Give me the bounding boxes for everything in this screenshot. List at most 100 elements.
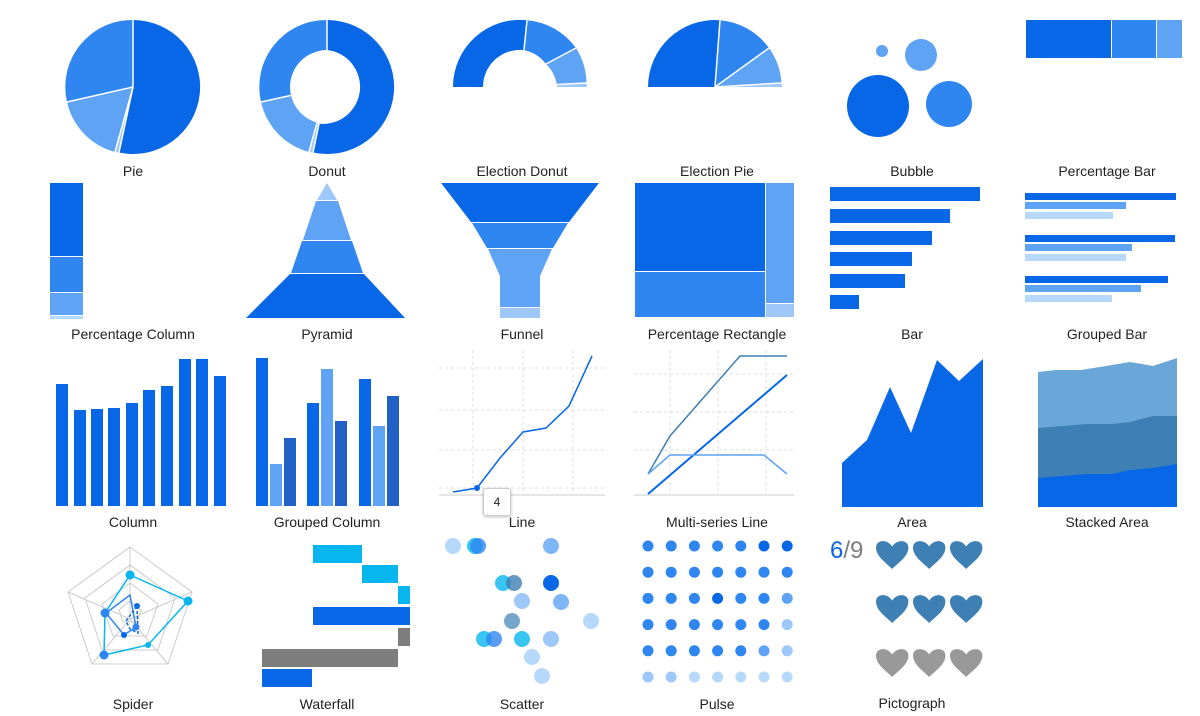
pulse-dot xyxy=(712,540,724,552)
spider-chart-icon xyxy=(67,546,193,665)
tile-label: Pulse xyxy=(699,696,735,712)
pulse-dot xyxy=(735,566,747,578)
tile-line[interactable]: 4 Line xyxy=(427,350,617,533)
heart-icon xyxy=(876,595,909,623)
grouped-column-chart-icon xyxy=(256,358,399,506)
pulse-dot xyxy=(665,540,677,552)
pulse-dot xyxy=(642,619,654,631)
bubble-chart-icon xyxy=(847,39,972,137)
tile-label: Spider xyxy=(112,696,154,712)
tile-percentage-column[interactable]: Percentage Column xyxy=(38,182,228,347)
tile-label: Multi-series Line xyxy=(666,514,768,530)
heart-icon xyxy=(913,541,946,569)
tile-pie[interactable]: Pie xyxy=(38,12,228,182)
heart-icon xyxy=(913,649,946,677)
pulse-dot xyxy=(781,566,793,578)
pulse-dot xyxy=(688,645,700,657)
tile-label: Waterfall xyxy=(299,696,355,712)
tile-multi-series-line[interactable]: Multi-series Line xyxy=(622,350,812,533)
tile-election-pie[interactable]: Election Pie xyxy=(622,12,812,182)
tile-pulse[interactable]: Pulse xyxy=(622,533,812,716)
pulse-dot xyxy=(665,671,677,683)
tile-label: Stacked Area xyxy=(1065,514,1149,530)
tile-spider[interactable]: Spider xyxy=(38,533,228,716)
tile-label: Pyramid xyxy=(301,326,353,342)
multi-series-line-chart-icon xyxy=(634,350,794,496)
pulse-dot xyxy=(758,540,770,552)
tile-donut[interactable]: Donut xyxy=(232,12,422,182)
tile-scatter[interactable]: Scatter xyxy=(427,533,617,716)
tile-bar[interactable]: Bar xyxy=(817,182,1007,347)
tile-percentage-bar[interactable]: Percentage Bar xyxy=(1012,12,1200,182)
pulse-dot xyxy=(712,619,724,631)
tile-election-donut[interactable]: Election Donut xyxy=(427,12,617,182)
election-donut-chart-icon xyxy=(452,19,587,87)
tile-label: Election Pie xyxy=(680,163,754,179)
tile-label: Scatter xyxy=(499,696,545,712)
pulse-dot xyxy=(688,619,700,631)
pulse-dot xyxy=(781,592,793,604)
pulse-dot xyxy=(735,671,747,683)
tile-label: Grouped Bar xyxy=(1066,326,1148,342)
waterfall-chart-icon xyxy=(262,545,410,687)
pulse-dot xyxy=(735,592,747,604)
pulse-dot xyxy=(665,619,677,631)
area-chart-icon xyxy=(842,359,983,507)
tile-funnel[interactable]: Funnel xyxy=(427,182,617,347)
column-chart-icon xyxy=(56,359,226,506)
pulse-dot xyxy=(642,540,654,552)
pulse-dot xyxy=(735,645,747,657)
percentage-column-chart-icon xyxy=(50,183,83,319)
tile-label: Line xyxy=(508,514,536,530)
tile-stacked-area[interactable]: Stacked Area xyxy=(1012,350,1200,533)
tile-label: Bubble xyxy=(890,163,934,179)
tile-percentage-rectangle[interactable]: Percentage Rectangle xyxy=(622,182,812,347)
pulse-dot xyxy=(735,540,747,552)
tile-bubble[interactable]: Bubble xyxy=(817,12,1007,182)
tile-pictograph[interactable]: 6/9 Pictograph xyxy=(817,533,1007,716)
pulse-dot xyxy=(712,671,724,683)
tile-grouped-column[interactable]: Grouped Column xyxy=(232,350,422,533)
election-pie-chart-icon xyxy=(648,20,782,88)
tile-label: Donut xyxy=(308,163,346,179)
donut-chart-icon xyxy=(259,19,395,154)
tile-label: Percentage Bar xyxy=(1058,163,1156,179)
pulse-chart-icon xyxy=(642,540,793,683)
heart-icon xyxy=(950,595,983,623)
tile-area[interactable]: Area xyxy=(817,350,1007,533)
scatter-chart-icon xyxy=(445,538,599,684)
pulse-dot xyxy=(642,566,654,578)
pulse-dot xyxy=(781,645,793,657)
pulse-dot xyxy=(688,540,700,552)
line-chart-icon xyxy=(439,350,605,496)
pulse-dot xyxy=(758,592,770,604)
heart-icon xyxy=(876,541,909,569)
pulse-dot xyxy=(781,619,793,631)
pictograph-separator: / xyxy=(843,537,851,564)
tile-label: Election Donut xyxy=(476,163,568,179)
tile-column[interactable]: Column xyxy=(38,350,228,533)
pulse-dot xyxy=(758,619,770,631)
pulse-dot xyxy=(712,566,724,578)
tile-label: Grouped Column xyxy=(273,514,381,530)
tile-label: Funnel xyxy=(500,326,544,342)
tile-label: Area xyxy=(897,514,927,530)
heart-icon xyxy=(876,649,909,677)
tile-waterfall[interactable]: Waterfall xyxy=(232,533,422,716)
tile-pyramid[interactable]: Pyramid xyxy=(232,182,422,347)
pulse-dot xyxy=(758,671,770,683)
pulse-dot xyxy=(688,671,700,683)
stacked-area-chart-icon xyxy=(1038,358,1177,507)
tile-label: Column xyxy=(108,514,158,530)
pulse-dot xyxy=(688,592,700,604)
tile-grouped-bar[interactable]: Grouped Bar xyxy=(1012,182,1200,347)
heart-icon xyxy=(950,541,983,569)
pulse-dot xyxy=(781,671,793,683)
pulse-dot xyxy=(665,592,677,604)
tile-label: Pie xyxy=(122,163,144,179)
pulse-dot xyxy=(758,645,770,657)
tile-label: Percentage Column xyxy=(71,326,195,342)
pulse-dot xyxy=(758,566,770,578)
tile-label: Bar xyxy=(901,326,923,342)
